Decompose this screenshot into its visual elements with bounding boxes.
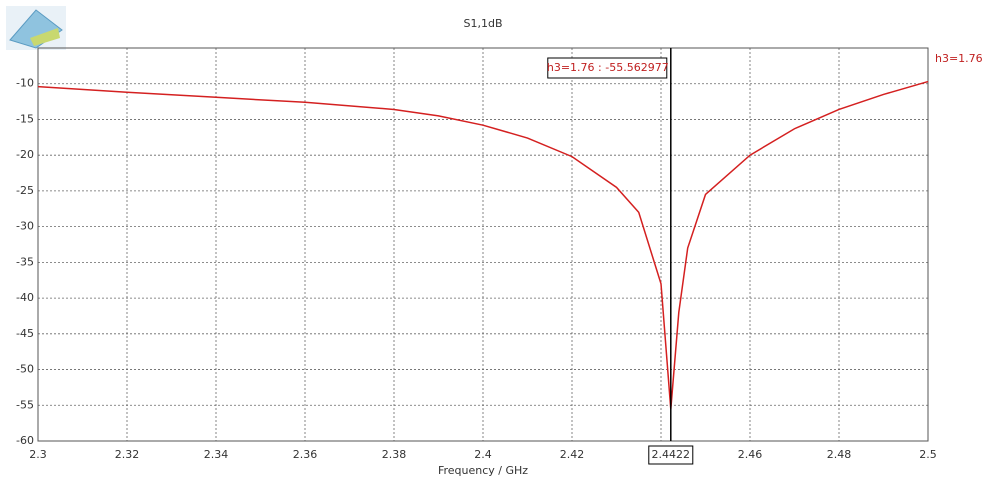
marker-x-box xyxy=(648,445,694,465)
logo xyxy=(6,6,66,50)
x-tick-label: 2.42 xyxy=(560,448,585,461)
chart-title: S1,1dB xyxy=(463,17,502,30)
marker-x-label: 2.4422 xyxy=(652,448,691,461)
x-tick-label: 2.4 xyxy=(474,448,492,461)
y-tick-label: -55 xyxy=(16,398,34,411)
x-tick-label: 2.48 xyxy=(827,448,852,461)
logo-band xyxy=(30,28,60,46)
marker-name: h3=1.76 xyxy=(935,52,983,65)
x-tick-label: 2.5 xyxy=(919,448,937,461)
x-tick-label: 2.46 xyxy=(738,448,763,461)
annotation-box xyxy=(547,57,668,79)
y-tick-label: -40 xyxy=(16,291,34,304)
annotation: h3=1.76 : -55.562977 xyxy=(547,61,669,74)
x-tick-label: 2.34 xyxy=(204,448,229,461)
y-tick-label: -60 xyxy=(16,434,34,447)
y-tick-label: -50 xyxy=(16,363,34,376)
plot-frame xyxy=(37,47,929,442)
y-tick-label: -15 xyxy=(16,112,34,125)
data-line xyxy=(37,80,929,410)
x-tick-label: 2.32 xyxy=(115,448,140,461)
x-tick-label: 2.3 xyxy=(29,448,47,461)
y-tick-label: -10 xyxy=(16,77,34,90)
x-tick-label: 2.36 xyxy=(293,448,318,461)
y-tick-label: -30 xyxy=(16,220,34,233)
x-tick-label: 2.38 xyxy=(382,448,407,461)
y-tick-label: -35 xyxy=(16,255,34,268)
x-axis-label: Frequency / GHz xyxy=(438,464,528,477)
y-tick-label: -25 xyxy=(16,184,34,197)
y-tick-label: -20 xyxy=(16,148,34,161)
y-tick-label: -45 xyxy=(16,327,34,340)
